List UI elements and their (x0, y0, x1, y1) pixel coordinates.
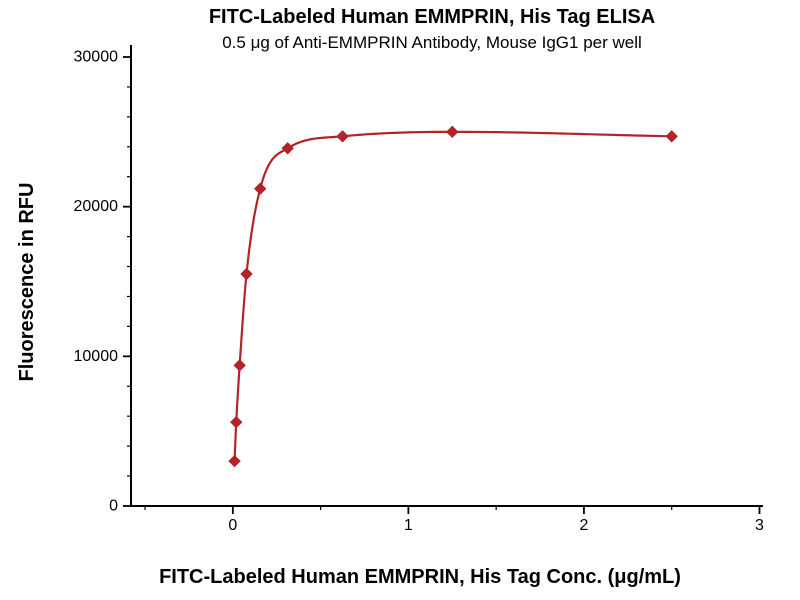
y-tick-label: 20000 (74, 198, 119, 215)
x-tick-label: 0 (228, 517, 237, 534)
x-tick-label: 2 (579, 517, 588, 534)
chart-title: FITC-Labeled Human EMMPRIN, His Tag ELIS… (208, 6, 656, 28)
x-tick-label: 3 (755, 517, 764, 534)
data-point-marker (281, 142, 294, 155)
x-tick-label: 1 (404, 517, 413, 534)
data-point-marker (230, 415, 243, 429)
x-axis-title: FITC-Labeled Human EMMPRIN, His Tag Conc… (159, 566, 681, 588)
data-point-marker (665, 130, 678, 143)
data-point-marker (254, 182, 267, 195)
y-tick-label: 30000 (74, 49, 119, 66)
data-point-marker (446, 125, 459, 139)
y-tick-label: 10000 (74, 348, 119, 365)
dose-response-curve (233, 130, 672, 462)
y-tick-label: 0 (109, 498, 118, 515)
data-point-marker (240, 267, 253, 281)
chart-subtitle: 0.5 μg of Anti-EMMPRIN Antibody, Mouse I… (222, 33, 642, 52)
data-point-marker (228, 454, 241, 468)
data-point-marker (336, 130, 349, 143)
data-point-marker (233, 359, 246, 372)
